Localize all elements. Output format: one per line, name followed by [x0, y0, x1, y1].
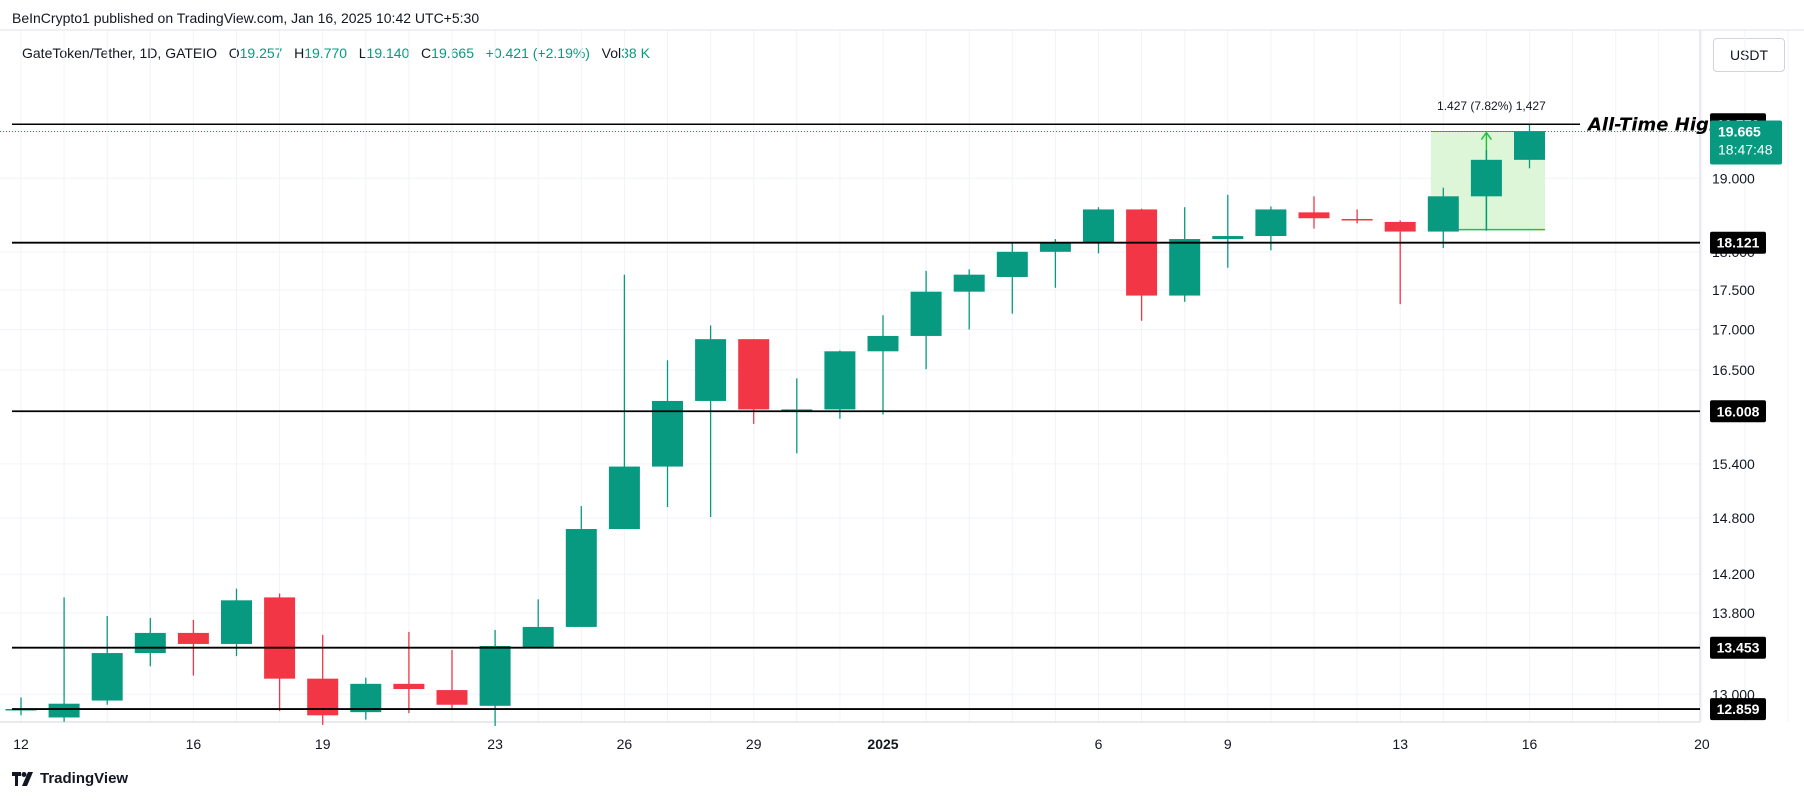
x-tick-label: 6	[1095, 736, 1103, 752]
candle-body	[1126, 209, 1158, 296]
candle-body	[436, 690, 468, 705]
support-price-tag	[1710, 231, 1766, 254]
y-tick-label: 14.200	[1712, 566, 1755, 582]
volume-value: 38 K	[621, 45, 650, 61]
candle-body	[1427, 196, 1459, 232]
support-price-label: 18.121	[1717, 235, 1760, 251]
tradingview-brand: TradingView	[40, 770, 129, 787]
tradingview-logo-icon	[12, 771, 33, 786]
support-price-tag	[1710, 400, 1766, 423]
candle-body	[608, 466, 640, 530]
candle-body	[824, 351, 856, 410]
y-tick-label: 14.800	[1712, 510, 1755, 526]
x-tick-label: 9	[1224, 736, 1232, 752]
x-tick-label: 16	[186, 736, 202, 752]
support-price-label: 16.008	[1717, 403, 1760, 419]
support-price-tag	[1710, 698, 1766, 721]
symbol-title[interactable]: GateToken/Tether, 1D, GATEIO	[22, 45, 218, 61]
candle-body	[1298, 212, 1330, 219]
candle-body	[177, 632, 209, 644]
candle-body	[221, 600, 252, 644]
candle-body	[264, 597, 296, 679]
open-label: O	[228, 45, 240, 61]
support-price-label: 13.453	[1717, 640, 1760, 656]
y-tick-label: 17.000	[1712, 322, 1755, 338]
y-tick-label: 13.800	[1712, 605, 1755, 621]
measure-arrow-head	[1480, 131, 1493, 140]
candle-body	[1384, 221, 1416, 232]
candle-body	[738, 339, 770, 410]
currency-button[interactable]: USDT	[1713, 38, 1785, 72]
candle-body	[953, 274, 985, 292]
y-tick-label: 15.400	[1712, 456, 1755, 472]
candle-body	[1255, 209, 1287, 237]
all-time-high-annotation: All-Time High	[1586, 114, 1722, 135]
x-tick-label: 20	[1694, 736, 1710, 752]
low-label: L	[358, 45, 367, 61]
candle-body	[48, 703, 80, 718]
current-price-tag	[1710, 120, 1782, 165]
candle-body	[393, 683, 425, 690]
x-tick-label: 2025	[867, 736, 898, 752]
candle-body	[522, 626, 554, 647]
x-tick-label: 26	[617, 736, 633, 752]
candle-body	[910, 291, 942, 336]
x-tick-label: 16	[1522, 736, 1538, 752]
candle-body	[867, 335, 899, 352]
candle-body	[1169, 239, 1201, 296]
high-label: H	[294, 45, 305, 61]
candle-body	[781, 409, 813, 411]
candle-body	[134, 632, 166, 654]
candle-body	[91, 653, 123, 701]
y-tick-label: 17.500	[1712, 282, 1755, 298]
candle-body	[1514, 131, 1545, 160]
support-price-tag	[1710, 636, 1766, 659]
volume-label: Vol	[601, 45, 622, 61]
candle-body	[1341, 218, 1373, 221]
candle-body	[479, 645, 511, 706]
candle-body	[1039, 242, 1071, 252]
y-tick-label: 16.500	[1712, 362, 1755, 378]
countdown-label: 18:47:48	[1718, 142, 1773, 158]
close-label: C	[421, 45, 432, 61]
x-tick-label: 19	[315, 736, 331, 752]
candle-body	[350, 683, 382, 713]
tradingview-logo[interactable]: TradingView	[12, 770, 128, 787]
ohlc-legend: GateToken/Tether, 1D, GATEIO O19.257 H19…	[22, 45, 650, 61]
candle-body	[1212, 236, 1244, 240]
publisher-caption: BeInCrypto1 published on TradingView.com…	[12, 10, 480, 26]
measure-label: 1.427 (7.82%) 1,427	[1437, 99, 1546, 113]
candle-body	[565, 529, 597, 627]
close-value: 19.665	[431, 45, 474, 61]
x-tick-label: 12	[13, 736, 29, 752]
open-value: 19.257	[239, 45, 283, 61]
x-tick-label: 23	[487, 736, 503, 752]
candle-body	[695, 339, 727, 401]
candle-body	[996, 251, 1028, 277]
x-tick-label: 29	[746, 736, 762, 752]
x-tick-label: 13	[1392, 736, 1408, 752]
current-price-label: 19.665	[1718, 124, 1761, 140]
candle-body	[1470, 159, 1502, 197]
low-value: 19.140	[366, 45, 410, 61]
y-tick-label: 19.000	[1712, 170, 1755, 186]
support-price-label: 12.859	[1717, 701, 1760, 717]
high-value: 19.770	[304, 45, 348, 61]
candle-body	[1083, 209, 1114, 243]
